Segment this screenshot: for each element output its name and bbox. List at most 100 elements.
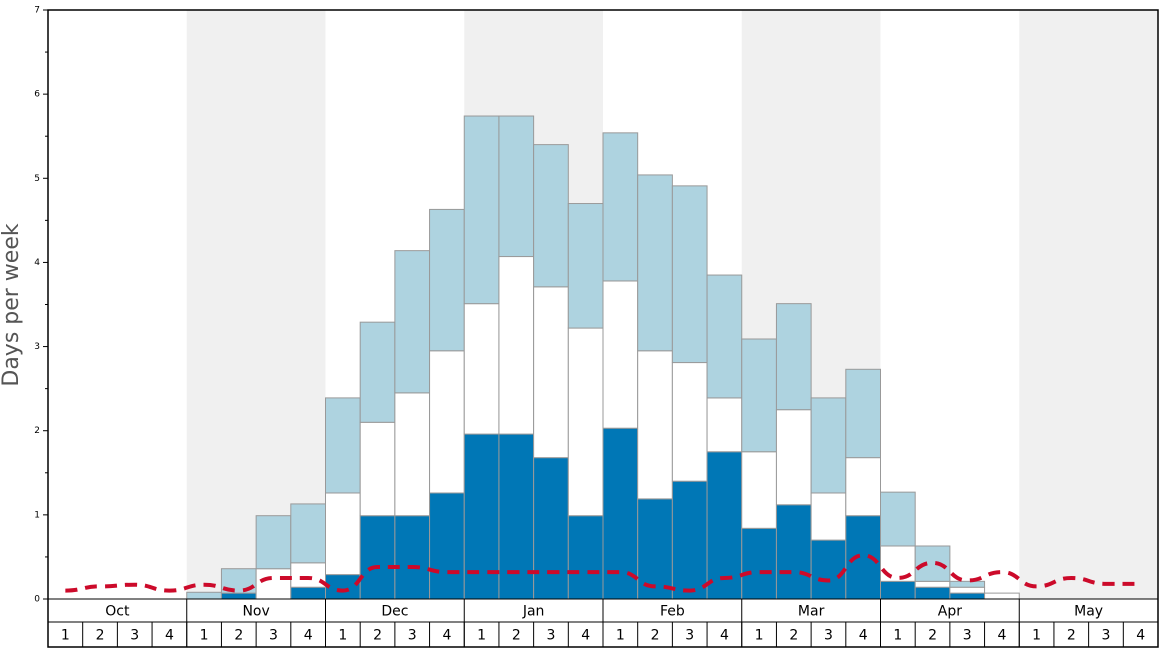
bar-segment (741, 338, 777, 453)
week-label: 2 (96, 628, 105, 644)
bar-segment (845, 515, 881, 600)
bar-segment (880, 580, 916, 600)
bar-segment (463, 433, 500, 600)
bar-segment (775, 409, 812, 506)
bar-segment (602, 132, 639, 282)
bar-segment (914, 580, 951, 588)
month-label: Jan (522, 604, 545, 620)
month-label: Oct (105, 604, 130, 620)
bar-segment (498, 433, 535, 600)
month-label: Apr (938, 604, 962, 620)
bar-segment (325, 574, 361, 600)
week-label: 4 (165, 628, 174, 644)
bar-segment (914, 545, 951, 582)
week-label: 2 (373, 628, 382, 644)
bar-segment (533, 457, 569, 600)
bar-segment (637, 174, 673, 352)
week-label: 2 (234, 628, 243, 644)
bar-segment (671, 480, 708, 600)
bar-segment (394, 250, 431, 394)
bar-segment (290, 503, 326, 564)
bar-segment (914, 586, 951, 600)
bar-segment (429, 208, 465, 352)
bar-segment (498, 115, 535, 258)
week-label: 1 (1032, 628, 1041, 644)
bar-segment (949, 580, 986, 588)
bar-segment (949, 586, 986, 594)
bar-segment (706, 274, 743, 399)
bar-segment (533, 144, 569, 288)
week-label: 3 (824, 628, 833, 644)
bar-segment (984, 592, 1020, 600)
bar-segment (186, 591, 222, 600)
month-band (186, 10, 326, 599)
bar-segment (949, 592, 986, 600)
week-label: 3 (1102, 628, 1111, 644)
y-tick-label: 2 (34, 426, 40, 436)
bar-segment (810, 492, 847, 541)
bar-segment (290, 562, 326, 588)
bar-segment (429, 350, 465, 494)
bar-segment (325, 492, 361, 576)
week-label: 4 (442, 628, 451, 644)
bar-segment (394, 392, 431, 517)
bar-segment (671, 185, 708, 364)
bar-segment (498, 256, 535, 435)
week-label: 1 (893, 628, 902, 644)
week-label: 2 (1067, 628, 1076, 644)
week-label: 1 (338, 628, 347, 644)
bar-segment (845, 457, 881, 517)
week-label: 3 (130, 628, 139, 644)
bar-segment (220, 592, 257, 600)
month-label: Feb (660, 604, 685, 620)
bar-segment (880, 491, 916, 547)
bar-segment (533, 286, 569, 459)
week-label: 4 (581, 628, 590, 644)
y-tick-label: 0 (34, 595, 40, 605)
week-label: 3 (408, 628, 417, 644)
bar-segment (463, 303, 500, 435)
bar-segment (359, 421, 396, 517)
bar-segment (567, 203, 604, 329)
bar-segment (637, 498, 673, 600)
month-band (1019, 10, 1158, 599)
week-label: 4 (720, 628, 729, 644)
month-label: Nov (242, 604, 269, 620)
week-label: 2 (651, 628, 660, 644)
y-tick-label: 6 (34, 90, 40, 100)
y-tick-label: 7 (34, 6, 40, 16)
bar-segment (567, 327, 604, 517)
week-label: 3 (685, 628, 694, 644)
week-label: 1 (477, 628, 486, 644)
y-tick-label: 1 (34, 510, 40, 520)
week-label: 1 (200, 628, 209, 644)
week-label: 3 (269, 628, 278, 644)
y-tick-label: 5 (34, 174, 40, 184)
bar-segment (671, 362, 708, 482)
week-label: 2 (789, 628, 798, 644)
bar-segment (775, 504, 812, 600)
week-label: 4 (997, 628, 1006, 644)
week-label: 3 (963, 628, 972, 644)
bar-segment (325, 397, 361, 494)
y-tick-label: 4 (34, 258, 40, 268)
bar-segment (637, 350, 673, 500)
week-label: 1 (755, 628, 764, 644)
bar-segment (741, 451, 777, 529)
week-label: 1 (61, 628, 70, 644)
week-label: 1 (616, 628, 625, 644)
bar-segment (741, 527, 777, 600)
bar-segment (359, 515, 396, 600)
week-label: 4 (304, 628, 313, 644)
bar-segment (394, 515, 431, 600)
month-label: May (1074, 604, 1103, 620)
bar-segment (255, 568, 292, 600)
month-label: Mar (798, 604, 825, 620)
bar-segment (706, 397, 743, 453)
bar-segment (845, 368, 881, 459)
bar-segment (255, 515, 292, 570)
week-label: 4 (1136, 628, 1145, 644)
bar-segment (567, 515, 604, 600)
bar-segment (290, 586, 326, 600)
